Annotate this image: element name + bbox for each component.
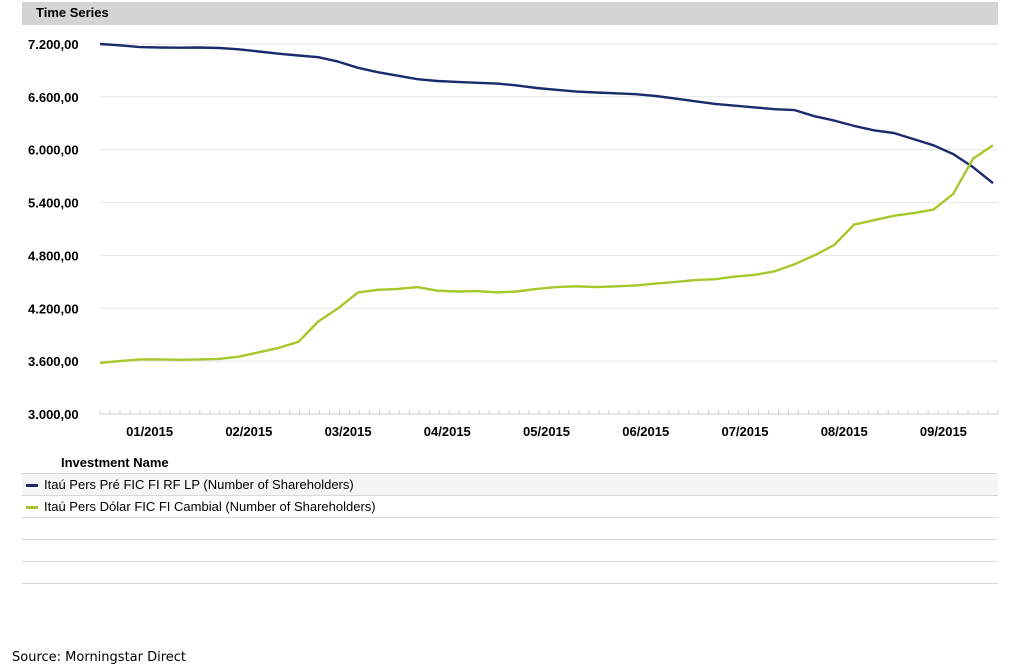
legend-header-label: Investment Name <box>61 455 169 470</box>
y-tick-label: 5.400,00 <box>28 196 79 211</box>
x-tick-label: 08/2015 <box>821 424 868 439</box>
y-tick-label: 4.800,00 <box>28 248 79 263</box>
x-tick-label: 06/2015 <box>622 424 669 439</box>
legend-table: Investment Name Itaú Pers Pré FIC FI RF … <box>22 452 998 584</box>
time-series-chart: 7.200,00 6.600,00 6.000,00 5.400,00 4.800,00… <box>28 37 999 439</box>
source-note: Source: Morningstar Direct <box>12 650 187 665</box>
legend-empty-row <box>22 540 998 562</box>
legend-empty-row <box>22 562 998 584</box>
y-tick-label: 3.000,00 <box>28 407 79 422</box>
legend-row: Itaú Pers Dólar FIC FI Cambial (Number o… <box>22 496 998 518</box>
legend-row: Itaú Pers Pré FIC FI RF LP (Number of Sh… <box>22 474 998 496</box>
legend-empty-row <box>22 518 998 540</box>
legend-label-series-1: Itaú Pers Pré FIC FI RF LP (Number of Sh… <box>44 477 354 492</box>
legend-swatch-series-1 <box>26 484 38 487</box>
y-tick-label: 6.600,00 <box>28 90 79 105</box>
x-tick-label: 03/2015 <box>325 424 372 439</box>
x-tick-label: 05/2015 <box>523 424 570 439</box>
chart-header-bar: Time Series <box>22 2 998 25</box>
x-tick-label: 07/2015 <box>721 424 768 439</box>
legend-label-series-2: Itaú Pers Dólar FIC FI Cambial (Number o… <box>44 499 376 514</box>
y-tick-label: 6.000,00 <box>28 143 79 158</box>
legend-header: Investment Name <box>22 452 998 474</box>
legend-swatch-series-2 <box>26 506 38 509</box>
x-tick-label: 09/2015 <box>920 424 967 439</box>
y-tick-label: 4.200,00 <box>28 301 79 316</box>
y-tick-label: 3.600,00 <box>28 354 79 369</box>
x-tick-label: 02/2015 <box>225 424 272 439</box>
series-line-1 <box>99 42 994 185</box>
series-line-2 <box>99 144 994 365</box>
y-tick-label: 7.200,00 <box>28 37 79 52</box>
chart-title: Time Series <box>36 5 109 20</box>
x-tick-label: 01/2015 <box>126 424 173 439</box>
x-tick-label: 04/2015 <box>424 424 471 439</box>
